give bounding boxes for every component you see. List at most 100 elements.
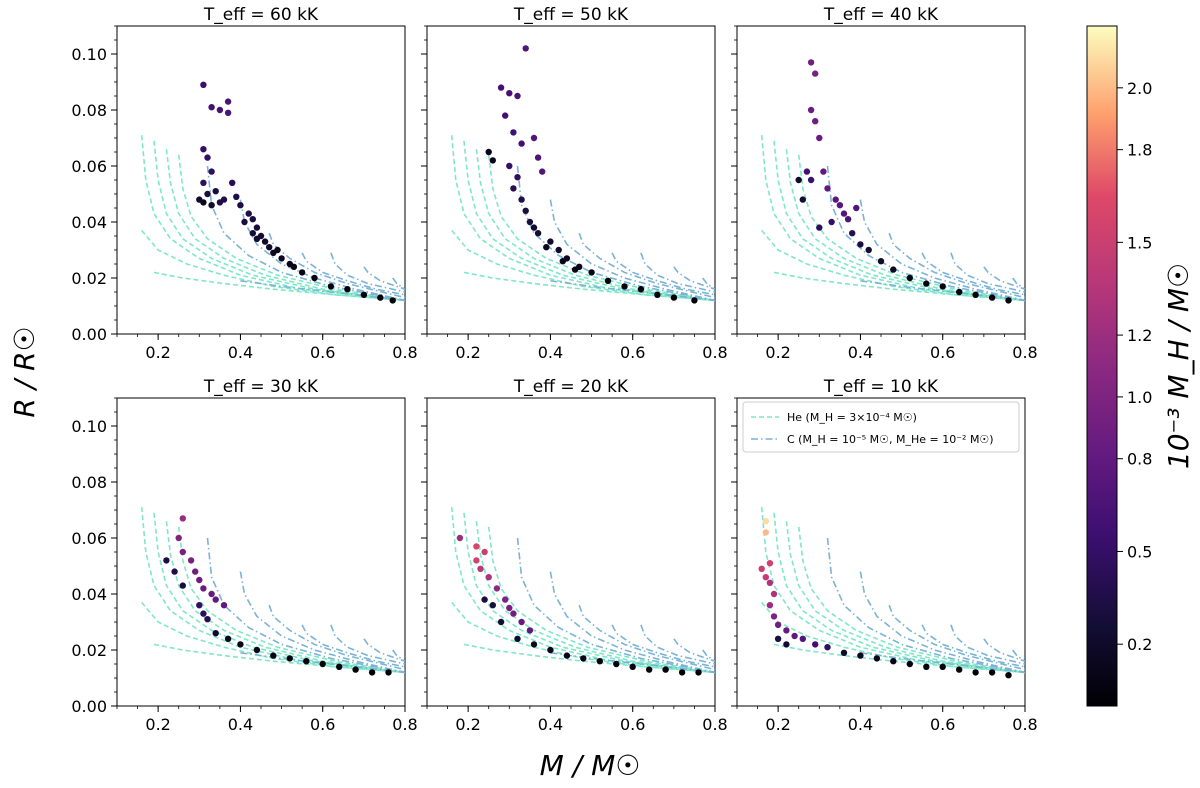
data-point (691, 297, 698, 304)
he-track-line (140, 135, 405, 302)
data-point (237, 202, 244, 209)
he-track-line (760, 135, 1025, 302)
data-point (489, 157, 496, 164)
colorbar-tick-label: 2.0 (1127, 79, 1152, 98)
data-point (200, 81, 207, 89)
c-track-line (702, 649, 715, 662)
colorbar: 0.2 0.5 0.8 1.0 1.2 1.5 1.8 2.0 10⁻³ M_H / M☉ (1086, 25, 1195, 707)
colorbar-label: 10⁻³ M_H / M☉ (1162, 263, 1195, 469)
c-track-line (578, 232, 715, 299)
data-point (849, 230, 856, 237)
data-point (237, 641, 244, 648)
data-point (266, 244, 273, 251)
panel-title: T_eff = 10 kK (823, 377, 939, 397)
data-point (192, 568, 199, 575)
data-point (774, 635, 782, 642)
data-point (196, 602, 203, 609)
he-track-line (785, 149, 1025, 302)
c-track-line (301, 252, 405, 296)
he-track-line (177, 154, 405, 302)
c-track-line (1012, 277, 1025, 290)
data-point (762, 518, 769, 525)
data-point (824, 185, 831, 192)
data-point (563, 652, 571, 659)
c-track-line (950, 624, 1025, 665)
he-track-line (773, 140, 1025, 302)
c-track-line (550, 280, 715, 302)
y-tick-label: 0.10 (71, 45, 107, 64)
data-point (506, 162, 513, 170)
x-tick-label: 0.2 (455, 343, 480, 362)
legend-box (742, 401, 1020, 453)
colorbar-ticks: 0.2 0.5 0.8 1.0 1.2 1.5 1.8 2.0 (1117, 79, 1152, 654)
c-track-line (240, 652, 405, 674)
c-track-line (826, 165, 1025, 302)
colorbar-tick-label: 0.8 (1127, 450, 1152, 469)
data-point (1005, 297, 1012, 304)
c-track-line (860, 652, 1025, 674)
data-point (530, 224, 538, 231)
data-point (923, 663, 930, 670)
data-point (906, 274, 913, 282)
data-point (770, 613, 778, 620)
data-point (220, 602, 228, 609)
c-track-line (611, 624, 715, 668)
data-point (385, 669, 392, 676)
data-point (253, 235, 261, 242)
x-tick-label: 0.8 (702, 715, 727, 734)
panel-plot-area (758, 507, 1025, 679)
data-point (204, 616, 211, 623)
panel-title: T_eff = 40 kK (823, 5, 939, 25)
data-point (179, 548, 186, 556)
data-point (803, 168, 811, 175)
data-point (200, 610, 207, 617)
data-point (972, 291, 979, 298)
data-point (286, 655, 293, 662)
data-point (972, 669, 979, 676)
data-point (179, 582, 186, 589)
data-point (559, 258, 566, 265)
data-point (319, 660, 326, 668)
data-point (489, 602, 496, 609)
colorbar-tick-label: 0.2 (1127, 635, 1152, 654)
data-point (816, 134, 823, 142)
data-point (816, 224, 823, 231)
x-tick-label: 0.6 (930, 715, 955, 734)
panel-2: T_eff = 50 kK 0.2 0.4 0.6 0.8 (421, 5, 728, 362)
data-point (477, 565, 484, 572)
panel-6: T_eff = 10 kK 0.2 0.4 0.6 0.8 He (M_H = 3×10⁻… (731, 377, 1038, 734)
data-point (212, 188, 219, 195)
data-point (534, 230, 542, 237)
data-point (497, 618, 505, 626)
c-track-line (888, 604, 1025, 671)
data-point (588, 269, 595, 276)
data-point (774, 621, 782, 628)
data-point (502, 596, 509, 603)
data-point (662, 666, 669, 673)
x-tick-label: 0.6 (930, 343, 955, 362)
c-track-line (363, 638, 405, 662)
data-point (175, 534, 182, 542)
data-point (988, 294, 996, 301)
data-point (518, 140, 525, 147)
data-point (857, 652, 864, 659)
he-track-line (463, 512, 715, 674)
c-track-line (983, 638, 1025, 662)
data-point (360, 291, 368, 298)
data-point (613, 660, 620, 668)
data-point (493, 585, 501, 592)
data-point (1005, 672, 1012, 679)
data-point (758, 565, 765, 572)
x-tick-label: 0.8 (702, 343, 727, 362)
data-point (514, 635, 521, 642)
c-track-line (1012, 649, 1025, 662)
panel-plot-area (450, 507, 715, 676)
x-tick-label: 0.6 (310, 715, 335, 734)
data-point (988, 669, 996, 676)
data-point (220, 196, 228, 203)
data-point (249, 216, 256, 223)
data-point (571, 266, 579, 273)
data-point (939, 283, 946, 290)
legend-he-label: He (M_H = 3×10⁻⁴ M☉) (787, 411, 917, 424)
he-track-line (141, 601, 405, 674)
